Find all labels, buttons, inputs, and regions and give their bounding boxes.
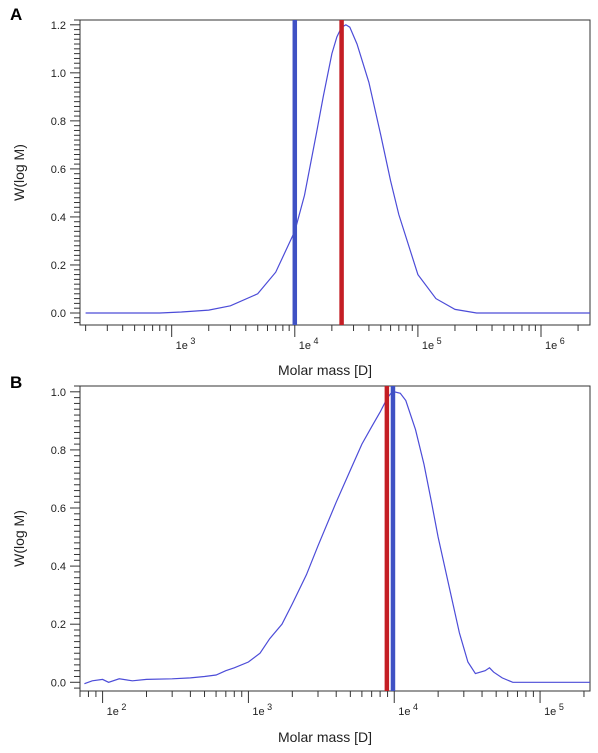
- x-tick-label: 1e 2: [107, 702, 127, 718]
- y-tick-label: 1.2: [51, 20, 66, 32]
- y-tick-label: 0.8: [51, 445, 66, 457]
- panel-b: B 0.0 0.2 0.4 0.6 0.8 1.0 1e 2 1e 3 1e 4 1e 5 W(l…: [10, 373, 591, 745]
- plot-frame: [79, 19, 591, 326]
- panel-b-label: B: [10, 373, 22, 392]
- x-tick-label: 1e 3: [176, 336, 196, 352]
- y-tick-label: 0.4: [51, 212, 66, 224]
- distribution-curve: [84, 391, 590, 685]
- x-tick-label: 1e 4: [299, 336, 319, 352]
- y-tick-label: 0.0: [51, 677, 66, 689]
- panel-a-label: A: [10, 5, 22, 24]
- panel-a: A 0.00.20.40.60.81.01.21e 3 1e 4 1e 5 1e 6 …: [10, 5, 591, 378]
- distribution-curve: [85, 24, 590, 314]
- panel-b-axes: 0.0 0.2 0.4 0.6 0.8 1.0 1e 2 1e 3 1e 4 1e 5: [51, 385, 591, 718]
- x-tick-label: 1e 3: [252, 702, 272, 718]
- x-tick-label: 1e 6: [545, 336, 565, 352]
- y-tick-label: 0.0: [51, 308, 66, 320]
- panel-a-axes: 0.0 0.2 0.4 0.6 0.8 1.0 1.2 1e 3 1e 4 1e 5 1e 6: [51, 19, 591, 352]
- x-tick-label: 1e 4: [398, 702, 418, 718]
- y-tick-label: 0.4: [51, 561, 66, 573]
- panel-b-y-axis-title: W(log M): [11, 510, 27, 567]
- panel-a-x-axis-title: Molar mass [D]: [278, 362, 372, 378]
- y-tick-label: 0.2: [51, 619, 66, 631]
- panel-a-y-axis-title: W(log M): [11, 144, 27, 201]
- plot-frame: [79, 385, 591, 692]
- y-tick-label: 0.6: [51, 503, 66, 515]
- y-tick-label: 1.0: [51, 387, 66, 399]
- x-tick-label: 1e 5: [422, 336, 442, 352]
- y-tick-label: 1.0: [51, 68, 66, 80]
- y-tick-label: 0.2: [51, 260, 66, 272]
- y-tick-label: 0.6: [51, 164, 66, 176]
- panel-b-x-axis-title: Molar mass [D]: [278, 729, 372, 745]
- y-tick-label: 0.8: [51, 116, 66, 128]
- x-tick-label: 1e 5: [544, 702, 564, 718]
